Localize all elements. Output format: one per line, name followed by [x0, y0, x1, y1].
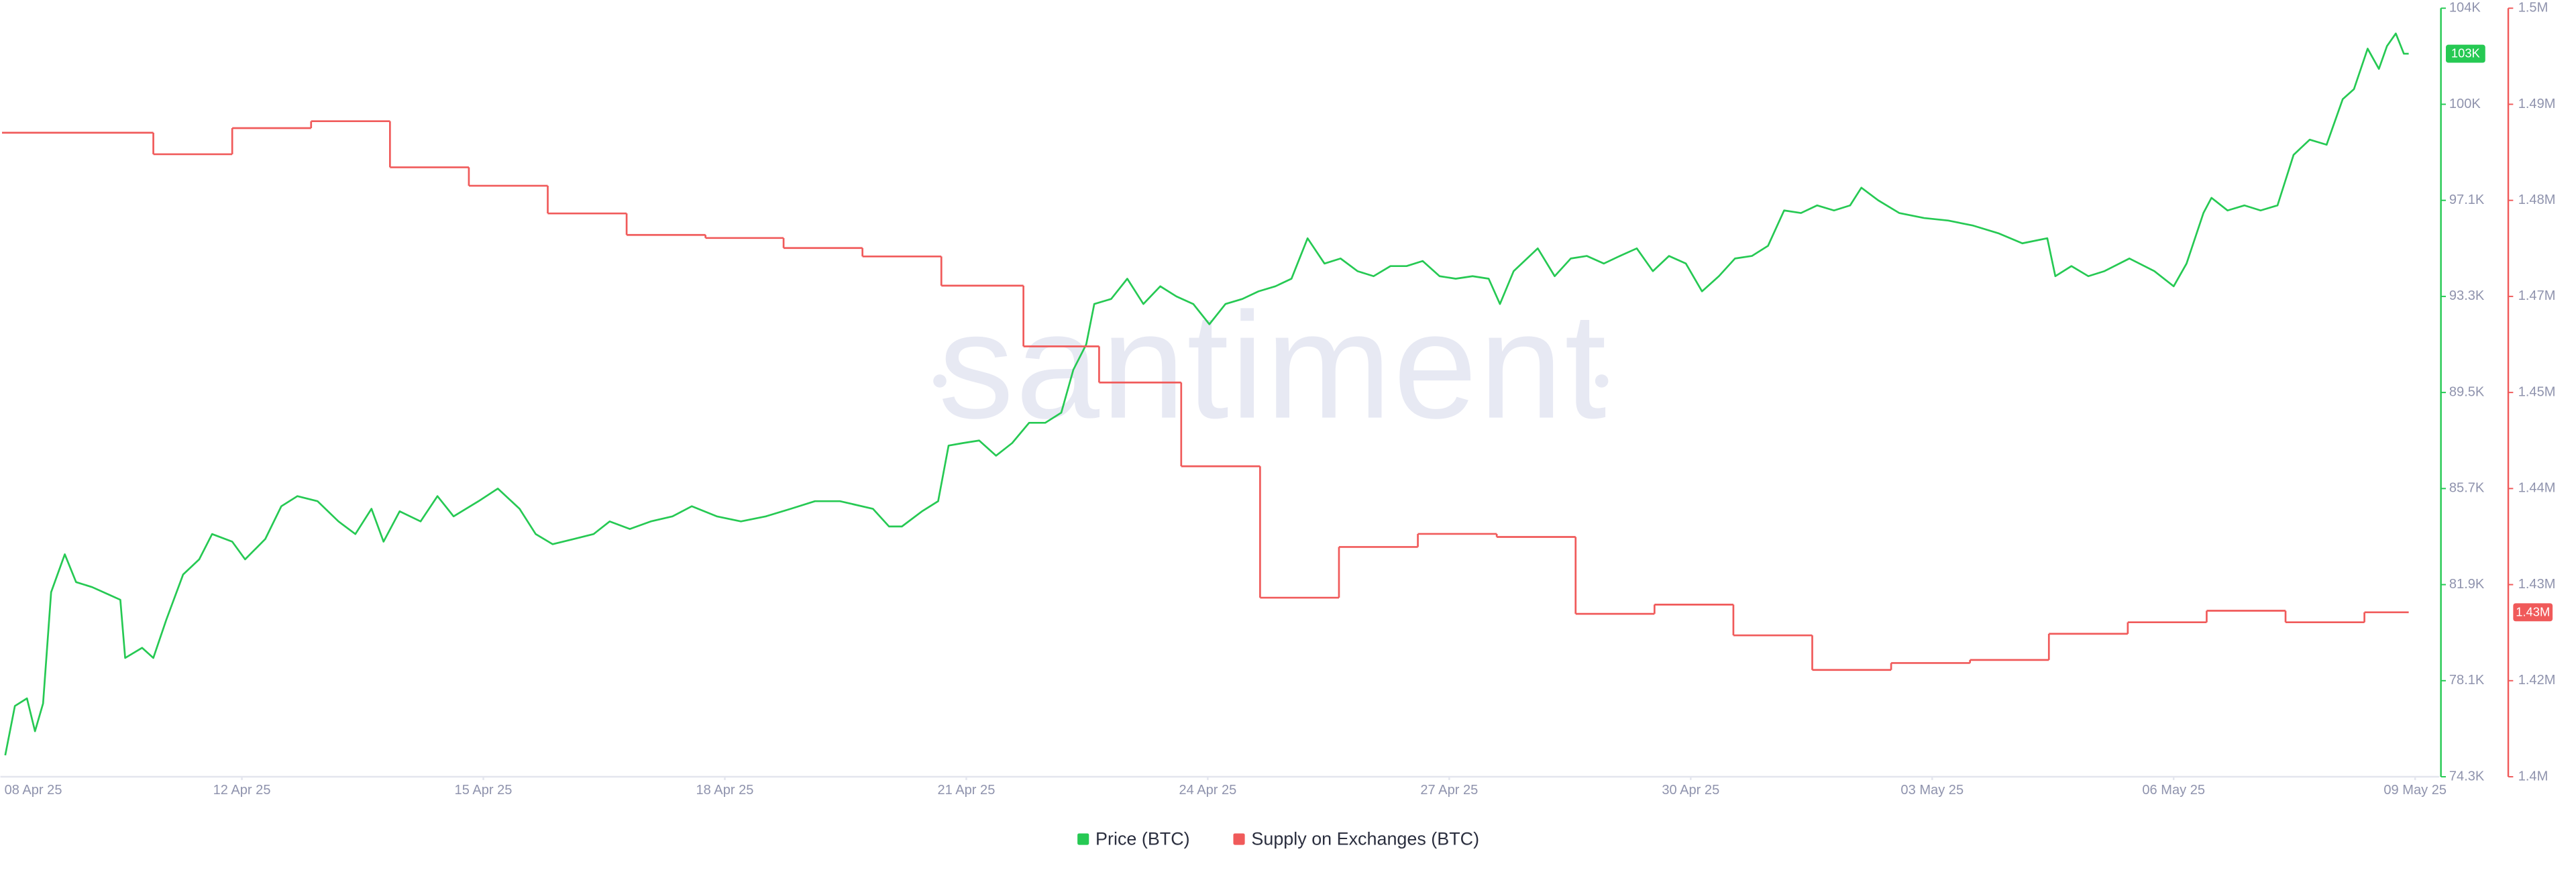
y2-tick-label: 1.4M [2518, 769, 2548, 783]
x-tick-label: 27 Apr 25 [1420, 783, 1478, 798]
x-tick-label: 09 May 25 [2383, 783, 2447, 798]
y-tick-label: 85.7K [2449, 481, 2485, 496]
watermark-dot [933, 374, 947, 388]
watermark-dot [1595, 374, 1609, 388]
x-tick-label: 15 Apr 25 [455, 783, 513, 798]
legend-label: Price (BTC) [1095, 828, 1190, 849]
y2-tick-label: 1.45M [2518, 384, 2556, 399]
y2-tick-label: 1.49M [2518, 97, 2556, 111]
current-badge-label: 103K [2451, 46, 2481, 60]
y2-tick-label: 1.43M [2518, 577, 2556, 592]
x-tick-label: 08 Apr 25 [5, 783, 62, 798]
y2-tick-label: 1.48M [2518, 193, 2556, 207]
x-tick-label: 12 Apr 25 [213, 783, 271, 798]
y2-tick-label: 1.44M [2518, 481, 2556, 496]
legend: Price (BTC) Supply on Exchanges (BTC) [1077, 828, 1479, 849]
current-badge [2445, 44, 2485, 63]
legend-label: Supply on Exchanges (BTC) [1251, 828, 1479, 849]
current-badge-label: 1.43M [2516, 604, 2550, 618]
price-line [4, 32, 2409, 756]
x-tick-label: 21 Apr 25 [937, 783, 995, 798]
x-tick-label: 30 Apr 25 [1662, 783, 1719, 798]
watermark: santiment [938, 281, 1608, 450]
legend-swatch [1233, 833, 1245, 845]
current-badge [2513, 603, 2553, 622]
y2-tick-label: 1.47M [2518, 288, 2556, 303]
y-tick-label: 93.3K [2449, 288, 2485, 303]
y-tick-label: 104K [2449, 1, 2481, 15]
step-line [2, 120, 2409, 671]
y-tick-label: 74.3K [2449, 769, 2485, 783]
x-tick-label: 06 May 25 [2142, 783, 2205, 798]
y2-tick-label: 1.42M [2518, 673, 2556, 688]
x-tick-label: 03 May 25 [1900, 783, 1964, 798]
y-tick-label: 97.1K [2449, 193, 2485, 207]
legend-swatch [1077, 833, 1089, 845]
y-tick-label: 89.5K [2449, 384, 2485, 399]
x-tick-label: 18 Apr 25 [696, 783, 754, 798]
x-tick-label: 24 Apr 25 [1179, 783, 1236, 798]
y-tick-label: 81.9K [2449, 577, 2485, 592]
y2-tick-label: 1.5M [2518, 1, 2548, 15]
y-tick-label: 78.1K [2449, 673, 2485, 688]
y-tick-label: 100K [2449, 97, 2481, 111]
